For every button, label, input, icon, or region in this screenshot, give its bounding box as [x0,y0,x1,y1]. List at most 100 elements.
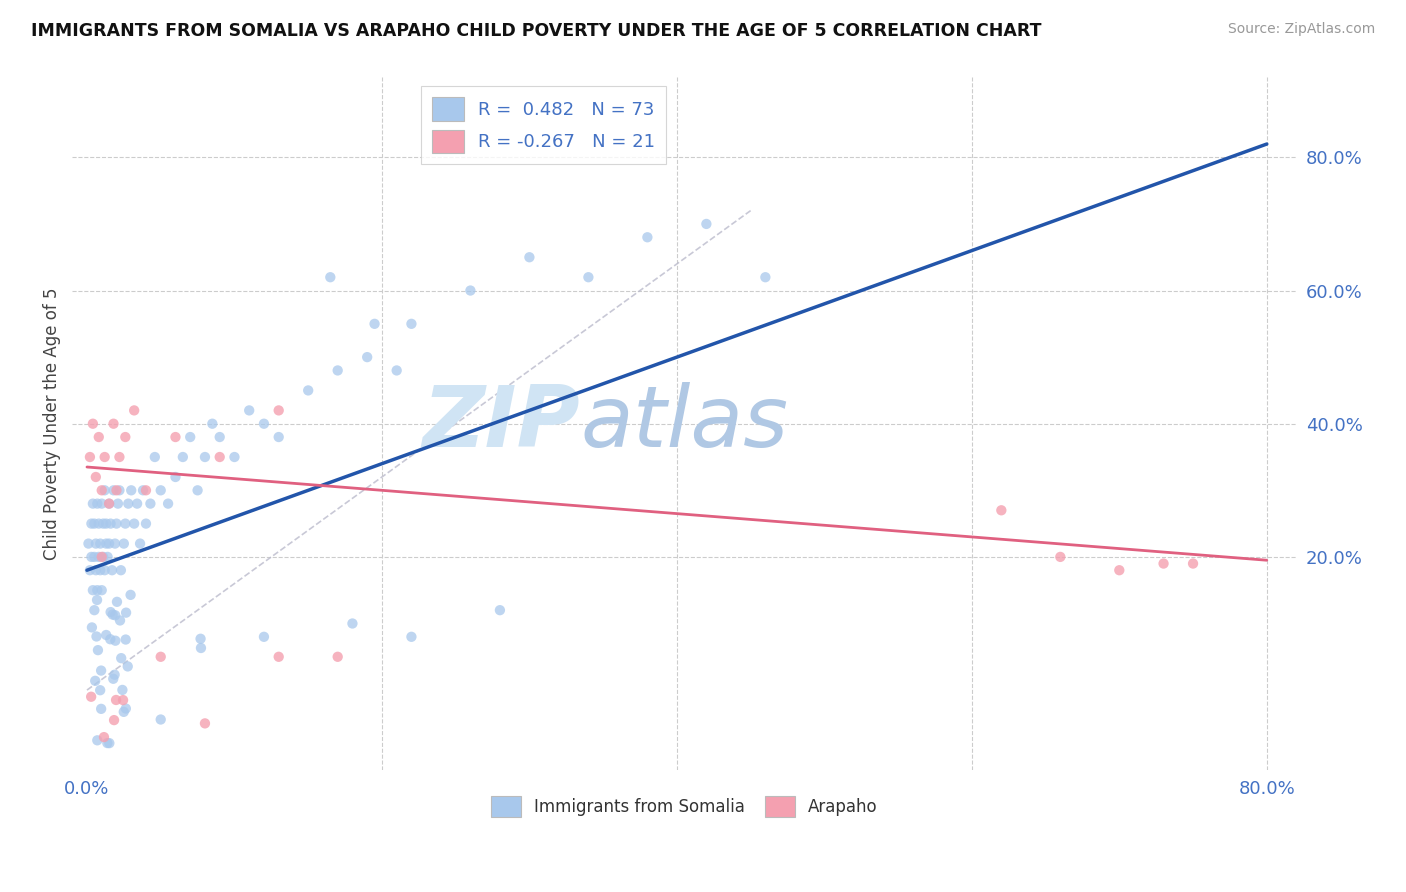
Point [187,483,209,498]
Point [326,649,349,664]
Point [80,620,103,634]
Point [112,705,135,719]
Point [103,483,125,498]
Point [96,736,118,750]
Point [990,503,1012,517]
Point [82,583,104,598]
Point [86,733,108,747]
Point [114,430,136,444]
Point [108,450,131,464]
Point [401,630,423,644]
Point [253,417,276,431]
Point [385,363,408,377]
Point [149,649,172,664]
Point [297,384,319,398]
Point [100,516,122,531]
Point [267,649,290,664]
Y-axis label: Child Poverty Under the Age of 5: Child Poverty Under the Age of 5 [44,287,60,560]
Point [105,693,128,707]
Point [120,588,142,602]
Point [519,250,541,264]
Point [179,430,201,444]
Point [122,403,145,417]
Point [82,417,104,431]
Point [190,640,212,655]
Point [83,549,105,564]
Point [90,664,112,678]
Point [94,536,117,550]
Point [90,483,112,498]
Point [105,483,128,498]
Point [86,497,108,511]
Point [114,516,136,531]
Point [139,497,162,511]
Point [1108,563,1130,577]
Point [79,450,101,464]
Point [253,630,276,644]
Point [98,497,121,511]
Point [135,516,157,531]
Point [104,633,127,648]
Point [115,701,138,715]
Point [143,450,166,464]
Point [356,350,378,364]
Point [101,563,124,577]
Point [122,516,145,531]
Point [190,632,212,646]
Point [132,483,155,498]
Point [114,632,136,647]
Point [754,270,776,285]
Point [326,363,349,377]
Point [103,672,125,686]
Point [83,516,105,531]
Point [135,483,157,498]
Point [342,616,364,631]
Point [93,730,115,744]
Text: ZIP: ZIP [423,382,581,466]
Point [157,497,180,511]
Point [194,450,217,464]
Point [110,651,132,665]
Point [319,270,342,285]
Point [104,536,127,550]
Point [401,317,423,331]
Point [105,516,128,531]
Point [90,702,112,716]
Point [87,430,110,444]
Point [93,563,115,577]
Point [86,630,108,644]
Point [108,483,131,498]
Point [695,217,717,231]
Point [267,430,290,444]
Point [86,583,108,598]
Point [93,483,115,498]
Point [86,593,108,607]
Point [89,536,111,550]
Point [238,403,260,417]
Point [93,450,115,464]
Point [104,608,127,623]
Point [84,563,107,577]
Text: atlas: atlas [581,382,789,466]
Point [172,450,194,464]
Text: IMMIGRANTS FROM SOMALIA VS ARAPAHO CHILD POVERTY UNDER THE AGE OF 5 CORRELATION : IMMIGRANTS FROM SOMALIA VS ARAPAHO CHILD… [31,22,1042,40]
Point [149,483,172,498]
Point [84,470,107,484]
Point [84,673,107,688]
Point [460,284,482,298]
Point [80,516,103,531]
Point [79,563,101,577]
Point [267,403,290,417]
Point [576,270,599,285]
Point [115,606,138,620]
Point [112,536,135,550]
Point [111,682,134,697]
Point [80,549,103,564]
Point [97,549,120,564]
Point [1153,557,1175,571]
Legend: Immigrants from Somalia, Arapaho: Immigrants from Somalia, Arapaho [484,789,884,824]
Point [363,317,385,331]
Point [104,667,127,681]
Point [103,417,125,431]
Point [120,483,142,498]
